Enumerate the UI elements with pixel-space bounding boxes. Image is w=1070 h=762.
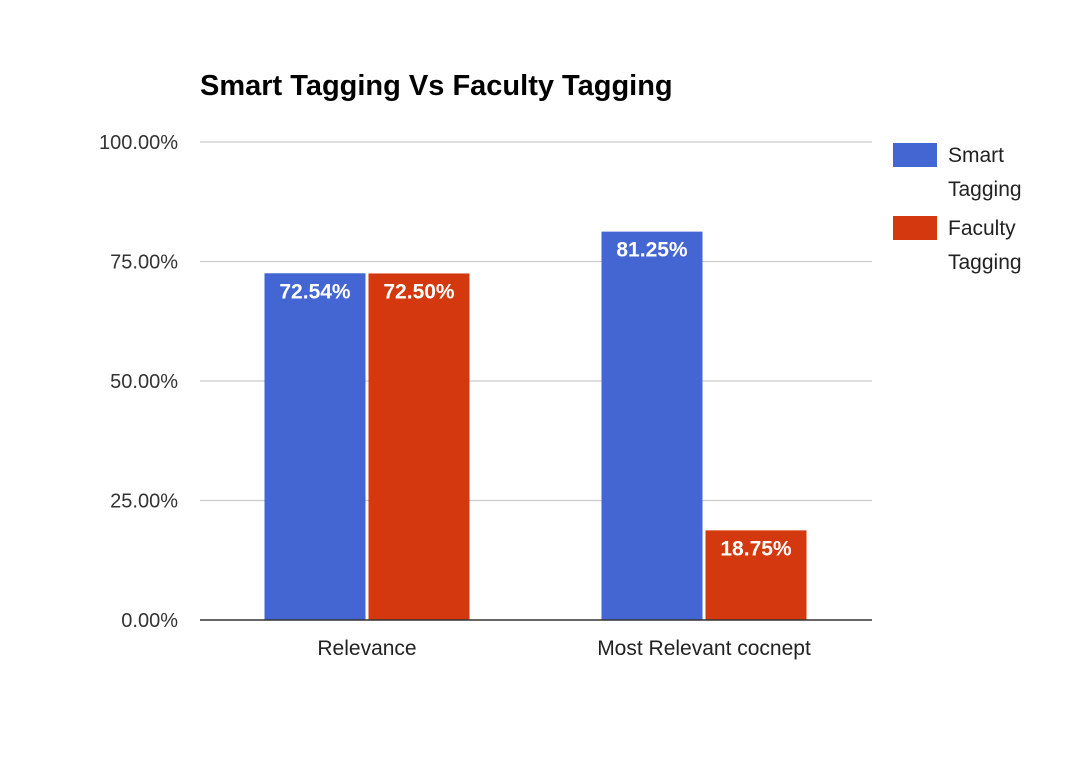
data-labels: 72.54% 72.50% 81.25% 18.75% [279, 239, 792, 561]
bar-value-label: 72.50% [383, 280, 455, 303]
y-axis-ticks: 0.00% 25.00% 50.00% 75.00% 100.00% [99, 132, 178, 632]
legend-label: Smart Tagging [948, 144, 1022, 201]
y-tick-label: 75.00% [110, 252, 178, 274]
bar-value-label: 72.54% [279, 280, 351, 303]
y-tick-label: 0.00% [121, 610, 178, 632]
bar-value-label: 81.25% [616, 239, 688, 262]
x-axis-categories: Relevance Most Relevant cocnept [317, 637, 811, 660]
bars [264, 231, 807, 620]
x-category-label: Most Relevant cocnept [597, 637, 811, 660]
legend: Smart Tagging Faculty Tagging [893, 143, 1022, 274]
legend-label: Faculty Tagging [948, 217, 1022, 274]
legend-swatch [893, 216, 937, 240]
y-tick-label: 100.00% [99, 132, 178, 154]
bar-faculty-tagging [368, 273, 470, 620]
bar-smart-tagging [601, 231, 703, 620]
y-tick-label: 50.00% [110, 371, 178, 393]
x-category-label: Relevance [317, 637, 416, 660]
bar-faculty-tagging [705, 530, 807, 620]
chart-title: Smart Tagging Vs Faculty Tagging [200, 70, 673, 102]
legend-swatch [893, 143, 937, 167]
bar-smart-tagging [264, 273, 366, 620]
bar-value-label: 18.75% [720, 537, 792, 560]
y-tick-label: 25.00% [110, 491, 178, 513]
